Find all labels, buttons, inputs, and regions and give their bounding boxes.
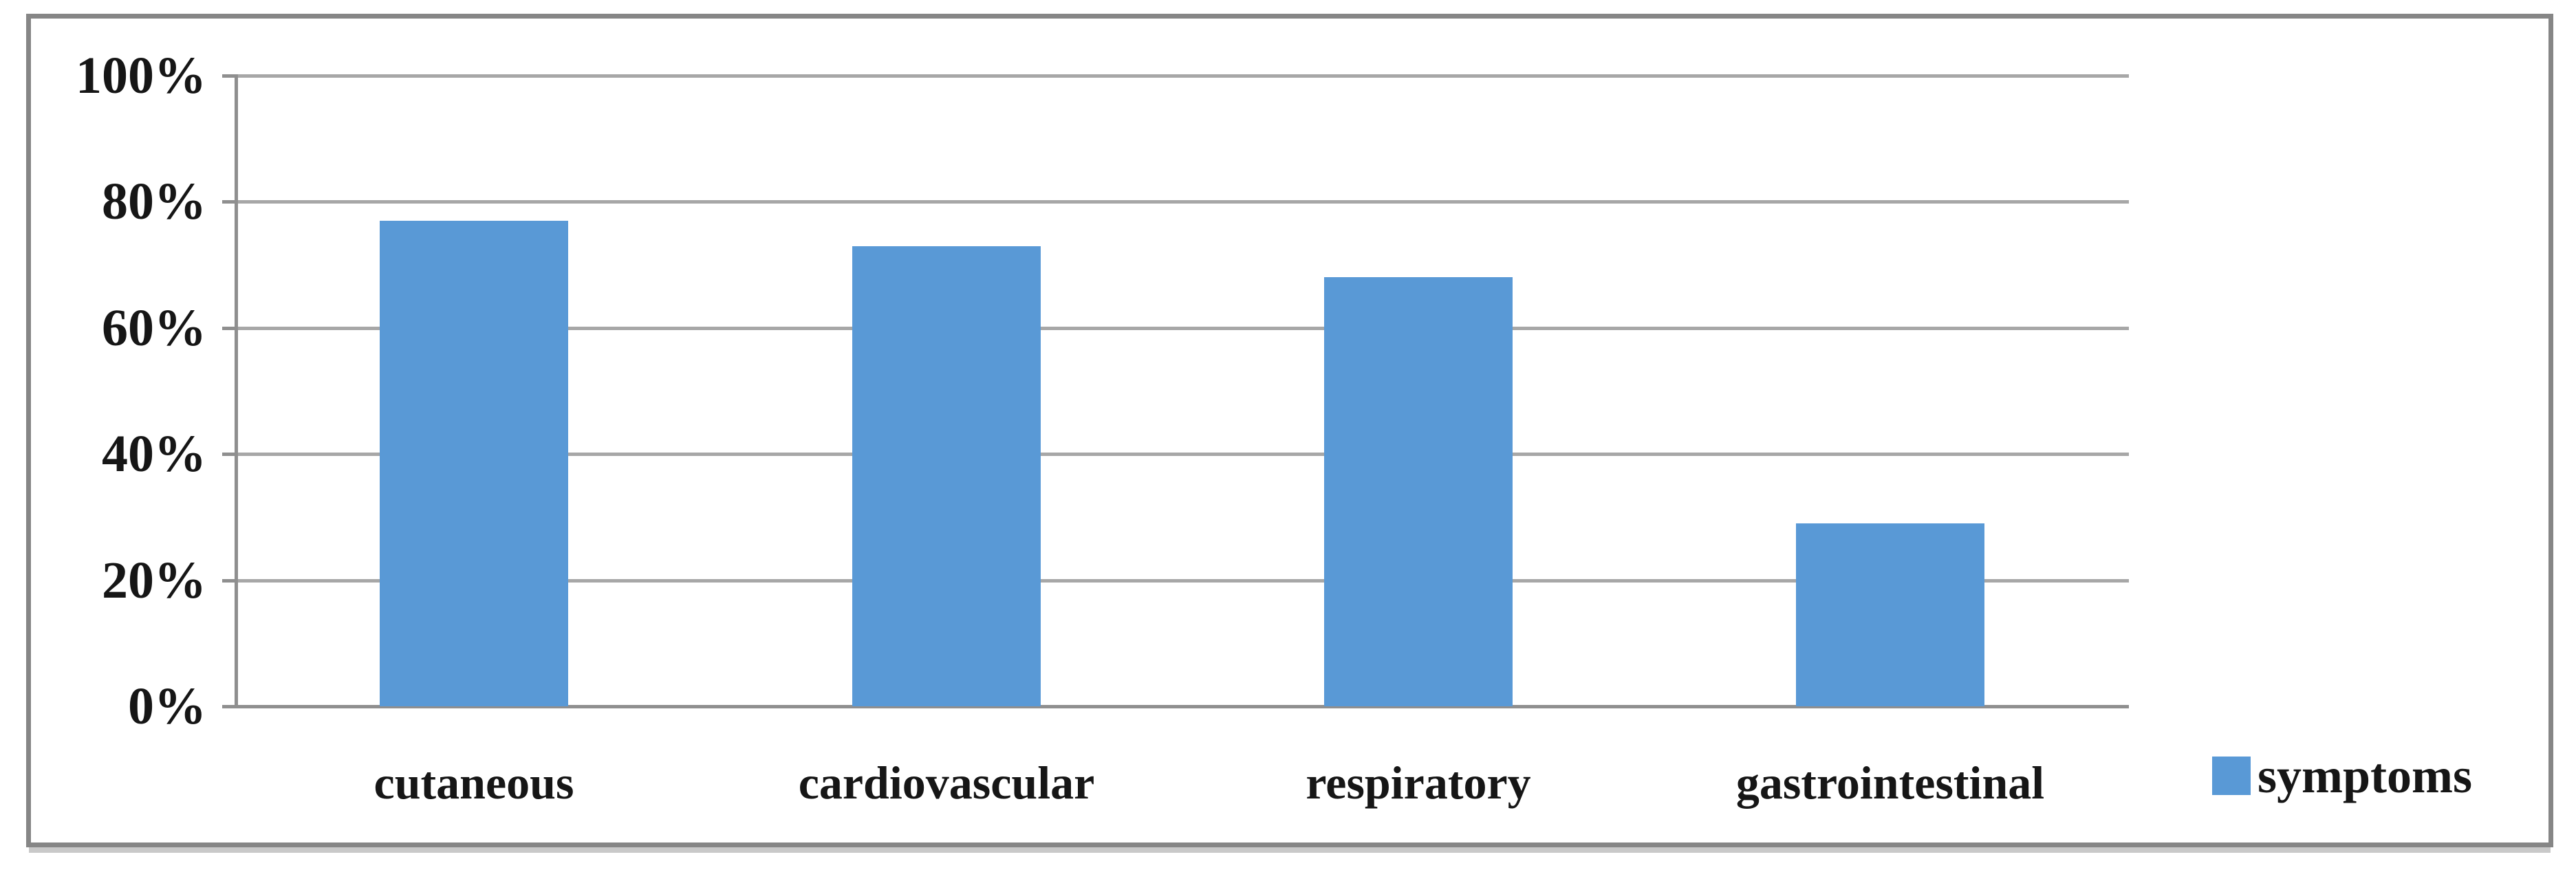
y-axis-tick-label: 100% (76, 47, 206, 105)
bar-gastrointestinal (1796, 523, 1984, 706)
category-label-respiratory: respiratory (1306, 757, 1531, 809)
gridline-20% (237, 578, 2129, 583)
y-axis-tick-label: 0% (128, 677, 206, 735)
x-axis-line (235, 705, 2129, 708)
y-axis-tick-label: 60% (102, 298, 206, 357)
y-axis-tick-label: 20% (102, 551, 206, 609)
y-axis-tick (222, 705, 237, 708)
gridline-80% (237, 200, 2129, 204)
gridline-40% (237, 453, 2129, 457)
category-label-cutaneous: cutaneous (374, 757, 574, 809)
y-axis-tick-label: 40% (102, 425, 206, 483)
y-axis-tick (222, 453, 237, 457)
y-axis-tick (222, 200, 237, 204)
y-axis-tick (222, 578, 237, 583)
legend: symptoms (2212, 748, 2473, 803)
bar-respiratory (1324, 277, 1513, 706)
legend-label: symptoms (2258, 748, 2473, 803)
y-axis-line (235, 74, 238, 708)
bar-cardiovascular (852, 246, 1041, 706)
bar-cutaneous (380, 220, 568, 706)
category-label-cardiovascular: cardiovascular (798, 757, 1095, 809)
gridline-60% (237, 326, 2129, 330)
y-axis-tick (222, 326, 237, 330)
gridline-100% (237, 74, 2129, 78)
y-axis-tick-label: 80% (102, 173, 206, 231)
legend-swatch-symptoms (2212, 757, 2251, 795)
y-axis-tick (222, 74, 237, 78)
category-label-gastrointestinal: gastrointestinal (1735, 757, 2045, 809)
